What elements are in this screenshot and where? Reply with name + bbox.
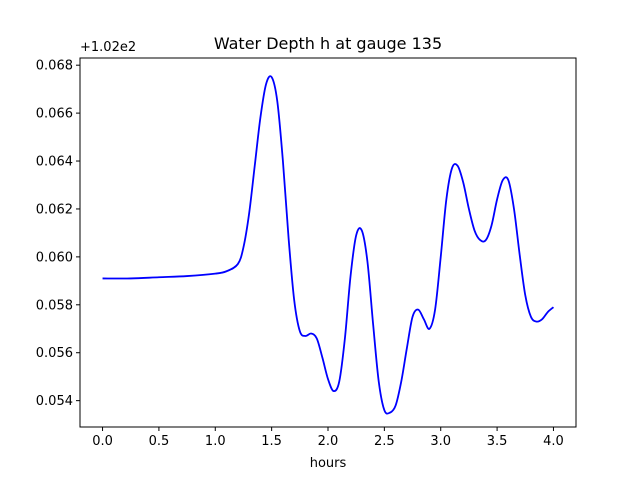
- x-tick-label: 4.0: [543, 434, 564, 449]
- series-layer: [102, 75, 555, 415]
- y-tick-label: 0.060: [36, 250, 73, 265]
- chart-title: Water Depth h at gauge 135: [214, 34, 442, 53]
- y-axis-ticks: 0.054 0.056 0.058 0.060 0.062 0.064 0.066 0.068: [36, 59, 80, 409]
- y-offset-label: +1.02e2: [80, 40, 136, 55]
- y-tick-label: 0.068: [36, 59, 73, 74]
- x-tick-label: 2.5: [374, 434, 395, 449]
- x-axis-label: hours: [310, 456, 347, 471]
- y-tick-label: 0.054: [36, 394, 73, 409]
- x-tick-label: 3.0: [430, 434, 451, 449]
- x-axis-ticks: 0.0 0.5 1.0 1.5 2.0 2.5 3.0 3.5 4.0: [92, 427, 564, 449]
- plot-frame: [79, 57, 577, 428]
- x-tick-label: 2.0: [318, 434, 339, 449]
- y-tick-label: 0.066: [36, 107, 73, 122]
- x-tick-label: 0.0: [92, 434, 113, 449]
- x-tick-label: 1.5: [261, 434, 282, 449]
- y-tick-label: 0.064: [36, 155, 73, 170]
- y-tick-label: 0.058: [36, 298, 73, 313]
- y-tick-label: 0.062: [36, 202, 73, 217]
- y-tick-label: 0.056: [36, 346, 73, 361]
- x-tick-label: 3.5: [487, 434, 508, 449]
- series-line: [102, 75, 555, 415]
- x-tick-label: 0.5: [149, 434, 170, 449]
- x-tick-label: 1.0: [205, 434, 226, 449]
